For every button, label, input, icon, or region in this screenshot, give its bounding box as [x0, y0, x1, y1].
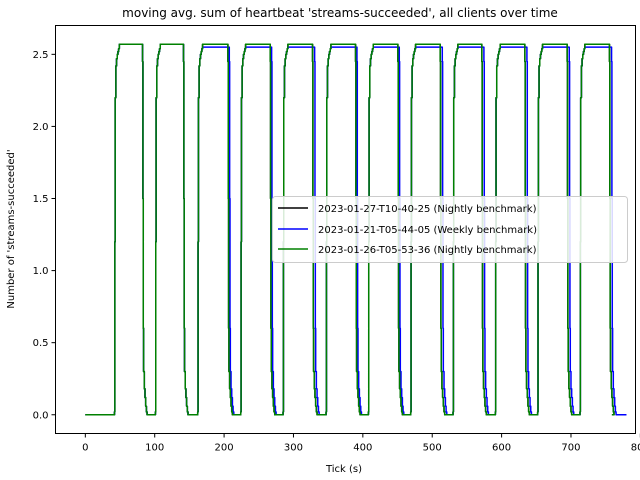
chart-title: moving avg. sum of heartbeat 'streams-su…	[122, 6, 558, 20]
series-layer	[85, 43, 627, 416]
x-axis-ticks: 0 100 200 300 400 500 600 700 800	[82, 433, 640, 454]
x-tick-label: 800	[631, 443, 640, 454]
x-tick-label: 300	[284, 443, 303, 454]
y-axis-ticks: 0.0 0.5 1.0 1.5 2.0 2.5	[33, 50, 56, 421]
y-tick-label: 1.5	[33, 194, 49, 205]
y-tick-label: 2.0	[33, 122, 49, 133]
x-tick-label: 700	[561, 443, 580, 454]
y-tick-label: 0.0	[33, 410, 49, 421]
x-axis-label: Tick (s)	[325, 464, 362, 475]
x-tick-label: 600	[492, 443, 511, 454]
legend-entry-nightly-0126: 2023-01-26-T05-53-36 (Nightly benchmark)	[318, 245, 537, 256]
y-tick-label: 0.5	[33, 338, 49, 349]
legend: 2023-01-27-T10-40-25 (Nightly benchmark)…	[272, 196, 628, 263]
y-tick-label: 2.5	[33, 50, 49, 61]
plot-frame	[55, 25, 636, 434]
x-tick-label: 0	[82, 443, 88, 454]
legend-box	[272, 196, 628, 263]
series-line-2	[85, 43, 615, 416]
y-tick-label: 1.0	[33, 266, 49, 277]
x-tick-label: 400	[353, 443, 372, 454]
x-tick-label: 100	[145, 443, 164, 454]
x-tick-label: 500	[423, 443, 442, 454]
legend-entry-nightly-0127: 2023-01-27-T10-40-25 (Nightly benchmark)	[318, 204, 537, 215]
legend-entry-weekly-0121: 2023-01-21-T05-44-05 (Weekly benchmark)	[318, 225, 537, 236]
x-tick-label: 200	[215, 443, 234, 454]
y-axis-label: Number of 'streams-succeeded'	[6, 149, 17, 308]
